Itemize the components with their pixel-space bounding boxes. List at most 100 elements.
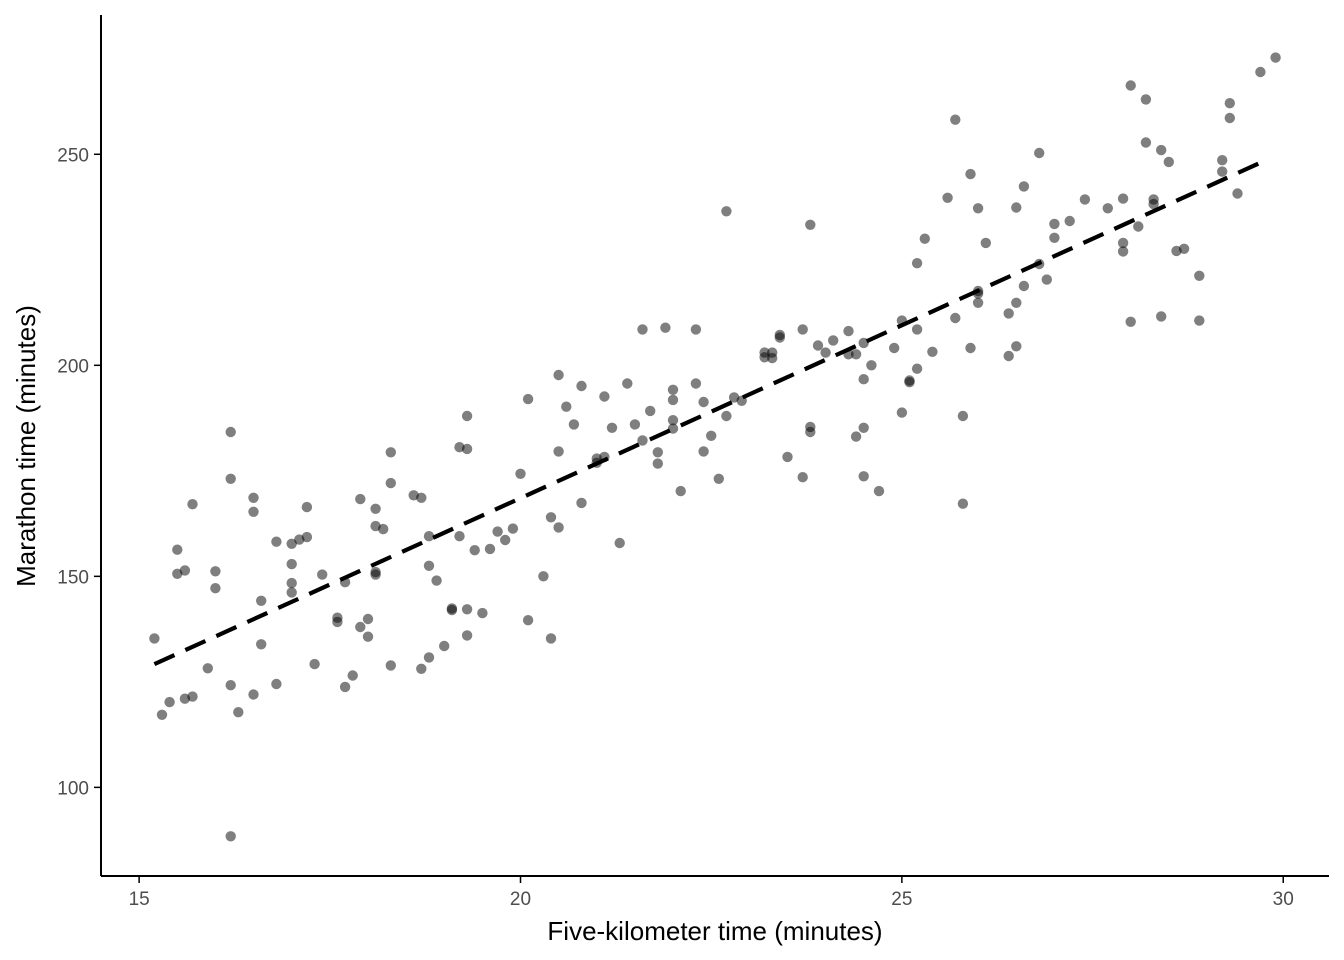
data-point-185 [1148,198,1159,210]
data-point-84 [576,497,587,509]
data-point-23 [271,678,282,690]
x-tick-label-15: 15 [129,889,150,910]
data-point-30 [301,531,313,543]
data-point-2 [164,696,175,708]
data-point-98 [660,322,671,333]
x-tick-label-20: 20 [510,889,531,910]
data-point-148 [927,346,938,357]
data-point-104 [690,324,702,335]
data-point-174 [1079,194,1091,205]
data-point-40 [362,613,374,625]
data-point-75 [538,571,549,582]
data-point-61 [454,531,465,542]
data-point-143 [904,375,915,386]
data-point-193 [1217,155,1228,166]
data-point-107 [698,446,709,457]
data-point-134 [858,374,869,385]
data-point-87 [599,391,610,402]
data-point-121 [797,324,808,335]
data-point-154 [965,168,976,180]
data-point-12 [225,426,236,438]
data-point-7 [187,499,198,510]
data-point-81 [561,401,572,412]
data-point-47 [385,447,396,458]
data-point-89 [606,422,618,433]
data-point-147 [919,233,930,244]
data-point-39 [355,621,366,633]
data-point-45 [370,569,381,580]
data-point-24 [286,538,297,549]
data-point-122 [797,472,808,483]
data-point-108 [706,430,717,441]
data-point-151 [950,312,961,324]
data-point-78 [553,369,564,381]
data-point-74 [522,615,534,626]
data-point-194 [1217,166,1228,177]
data-point-129 [843,325,854,337]
data-point-159 [972,297,984,308]
data-point-65 [461,630,473,641]
data-point-26 [286,577,297,589]
y-axis-title: Marathon time (minutes) [11,305,41,587]
data-point-186 [1156,144,1167,156]
data-point-109 [713,473,724,484]
data-point-94 [637,435,648,446]
data-point-135 [858,422,869,433]
data-point-110 [721,206,732,217]
data-point-56 [431,575,442,586]
data-point-3 [172,544,183,555]
data-point-163 [1011,202,1022,213]
data-point-83 [576,380,587,392]
data-point-131 [850,349,862,360]
data-point-79 [553,446,564,457]
data-point-165 [1011,341,1022,352]
data-point-70 [500,534,511,546]
data-point-92 [629,419,641,430]
x-axis-title: Five-kilometer time (minutes) [547,916,882,946]
data-point-150 [950,114,961,125]
data-point-51 [416,492,427,503]
data-point-59 [446,604,458,616]
data-point-68 [484,543,496,555]
data-point-119 [774,332,785,343]
data-point-42 [370,503,381,514]
data-point-20 [256,595,267,606]
data-point-196 [1224,112,1236,124]
data-point-19 [248,689,259,700]
data-point-101 [667,415,679,426]
data-point-137 [866,360,877,371]
data-point-16 [233,707,244,718]
data-point-91 [622,378,633,389]
x-tick-label-30: 30 [1273,889,1294,910]
data-point-21 [256,639,267,650]
data-point-48 [385,477,396,489]
data-point-31 [309,658,320,670]
data-point-162 [1003,350,1014,362]
data-point-103 [675,485,686,497]
data-point-179 [1125,80,1136,91]
data-point-90 [614,537,625,549]
data-point-120 [782,451,793,463]
data-point-11 [210,583,221,594]
data-point-138 [873,485,885,497]
data-point-53 [423,531,435,542]
data-point-72 [515,468,526,479]
data-point-10 [210,566,221,577]
data-point-192 [1194,315,1205,326]
data-point-80 [553,522,564,533]
data-point-102 [667,423,679,434]
x-ticks: 15 20 25 30 [129,876,1294,910]
data-point-168 [1034,147,1045,159]
data-point-96 [652,447,663,458]
data-point-183 [1140,137,1152,148]
data-point-125 [805,426,816,438]
data-point-27 [286,587,297,598]
data-point-13 [225,473,236,484]
data-point-141 [896,407,908,418]
data-point-63 [461,443,473,455]
data-point-55 [423,652,435,663]
data-point-73 [522,393,534,405]
data-point-34 [332,616,343,628]
points-layer [149,52,1281,842]
data-point-152 [957,410,969,422]
